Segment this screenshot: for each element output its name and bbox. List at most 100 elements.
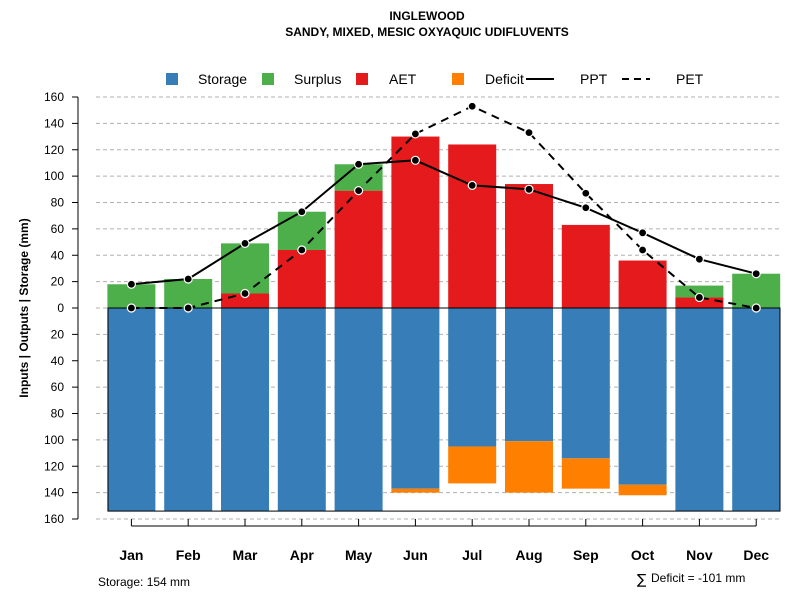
surplus-bar: [277, 211, 326, 250]
pet-point: [751, 303, 761, 313]
ppt-line: [131, 159, 757, 286]
ppt-point: [694, 254, 705, 264]
aet-bar: [277, 249, 326, 308]
storage-bar: [675, 308, 724, 512]
sigma-symbol: ∑: [637, 572, 647, 588]
storage-bar: [164, 308, 213, 512]
legend-storage-swatch: [166, 73, 178, 85]
surplus-bar: [675, 285, 724, 298]
deficit-bar: [561, 458, 610, 489]
legend-deficit-label: Deficit: [485, 71, 524, 87]
bars: [107, 136, 781, 512]
storage-footnote: Storage: 154 mm: [98, 575, 190, 589]
y-tick-label: 20: [51, 327, 65, 341]
y-tick-label: 60: [51, 222, 65, 236]
y-tick-label: 20: [51, 275, 65, 289]
storage-bar: [221, 308, 269, 512]
y-tick-label: 140: [44, 486, 64, 500]
ppt-point: [410, 155, 420, 165]
deficit-bar: [391, 488, 440, 493]
y-tick-label: 120: [44, 459, 64, 473]
surplus-bar: [221, 243, 269, 294]
pet-point: [297, 245, 307, 255]
aet-bar: [334, 190, 383, 308]
y-tick-label: 40: [51, 354, 65, 368]
x-tick-label: Oct: [631, 547, 655, 563]
storage-bar: [448, 308, 497, 447]
legend-surplus-label: Surplus: [294, 71, 341, 87]
legend-aet-label: AET: [389, 71, 417, 87]
y-tick-label: 80: [51, 196, 65, 210]
y-tick-label: 40: [51, 248, 65, 262]
ppt-point: [297, 207, 307, 217]
x-tick-label: May: [345, 547, 372, 563]
y-tick-label: 100: [44, 433, 64, 447]
chart-subtitle: SANDY, MIXED, MESIC OXYAQUIC UDIFLUVENTS: [285, 25, 569, 39]
pet-point: [637, 245, 648, 255]
aet-bar: [391, 136, 440, 308]
storage-bar: [334, 308, 383, 512]
pet-point: [240, 288, 250, 299]
storage-bar: [561, 308, 610, 459]
ppt-point: [240, 238, 250, 248]
pet-point: [183, 303, 193, 313]
pet-point: [524, 128, 534, 138]
x-tick-label: Aug: [515, 547, 542, 563]
axes: 160 140 120 100 80 60 40 20 0 20 40 60 80 100 120 140 16…: [44, 90, 769, 563]
legend-pet-label: PET: [676, 71, 704, 87]
storage-bar: [277, 308, 326, 512]
y-tick-label: 0: [57, 301, 64, 315]
chart-title: INGLEWOOD: [389, 9, 465, 23]
deficit-bar: [448, 446, 497, 484]
y-tick-label: 160: [44, 90, 64, 104]
aet-bar: [618, 260, 667, 308]
ppt-point: [581, 203, 591, 213]
y-tick-label: 100: [44, 169, 64, 183]
aet-bar: [561, 224, 610, 308]
ppt-point: [751, 269, 761, 279]
storage-bar: [391, 308, 440, 489]
x-tick-label: Jun: [403, 547, 428, 563]
x-tick-label: Jan: [119, 547, 143, 563]
storage-capacity-outline: [107, 307, 781, 512]
surplus-bar: [732, 273, 781, 308]
legend-storage-label: Storage: [198, 71, 247, 87]
pet-point: [410, 129, 420, 139]
legend-aet-swatch: [356, 73, 368, 85]
ppt-point: [637, 228, 648, 238]
storage-bar: [505, 308, 553, 442]
legend-ppt-label: PPT: [580, 71, 608, 87]
surplus-bar: [107, 284, 156, 308]
legend-surplus-swatch: [262, 73, 274, 85]
storage-bar: [618, 308, 667, 485]
x-tick-label: Jul: [462, 547, 482, 563]
x-tick-label: Mar: [233, 547, 258, 563]
aet-bar: [505, 184, 553, 308]
x-tick-label: Sep: [573, 547, 599, 563]
y-tick-label: 80: [51, 407, 65, 421]
ppt-point: [126, 279, 136, 289]
aet-bar: [448, 144, 497, 308]
ppt-point: [183, 274, 193, 284]
x-tick-label: Apr: [290, 547, 315, 563]
deficit-bar: [505, 441, 553, 493]
ppt-point: [354, 159, 364, 169]
series-lines: [126, 101, 761, 313]
y-tick-label: 60: [51, 380, 65, 394]
y-tick-label: 160: [44, 512, 64, 526]
y-tick-label: 140: [44, 116, 64, 130]
storage-bar: [732, 308, 781, 512]
pet-line: [131, 105, 757, 309]
legend-deficit-swatch: [452, 73, 464, 85]
x-tick-label: Dec: [743, 547, 769, 563]
pet-point: [694, 292, 705, 303]
deficit-bar: [618, 484, 667, 496]
pet-point: [467, 101, 477, 111]
legend: Storage Surplus AET Deficit PPT PET: [166, 71, 704, 87]
x-tick-label: Feb: [176, 547, 201, 563]
ppt-point: [467, 180, 477, 190]
x-tick-label: Nov: [686, 547, 713, 563]
pet-point: [126, 303, 136, 313]
y-axis-label: Inputs | Outputs | Storage (mm): [17, 218, 31, 397]
